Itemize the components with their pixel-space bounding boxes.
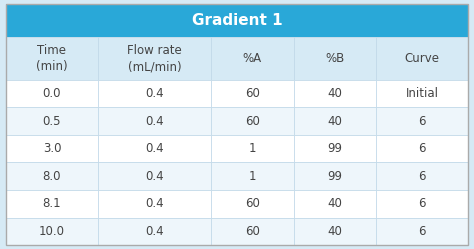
Bar [211, 107, 293, 135]
Bar [211, 37, 293, 80]
Text: 0.4: 0.4 [146, 87, 164, 100]
Bar [6, 107, 98, 135]
Text: %A: %A [243, 52, 262, 65]
Text: 10.0: 10.0 [39, 225, 65, 238]
Text: 6: 6 [418, 197, 426, 210]
Bar [293, 135, 376, 163]
Text: 99: 99 [327, 142, 342, 155]
Text: 99: 99 [327, 170, 342, 183]
Bar [98, 80, 211, 107]
Bar [293, 190, 376, 218]
Text: 0.4: 0.4 [146, 197, 164, 210]
Text: 8.1: 8.1 [43, 197, 61, 210]
Bar [211, 163, 293, 190]
Text: 0.4: 0.4 [146, 225, 164, 238]
Bar [98, 163, 211, 190]
Text: 60: 60 [245, 225, 260, 238]
Bar [376, 37, 468, 80]
Text: 0.4: 0.4 [146, 115, 164, 127]
Bar [293, 163, 376, 190]
Bar [211, 135, 293, 163]
Text: 0.5: 0.5 [43, 115, 61, 127]
Bar [293, 37, 376, 80]
Text: %B: %B [325, 52, 344, 65]
Bar [98, 107, 211, 135]
Bar [98, 190, 211, 218]
Bar [376, 135, 468, 163]
Text: 0.4: 0.4 [146, 142, 164, 155]
Bar [376, 163, 468, 190]
Text: 40: 40 [327, 87, 342, 100]
Text: 8.0: 8.0 [43, 170, 61, 183]
Bar [98, 218, 211, 245]
Text: 60: 60 [245, 87, 260, 100]
Bar [376, 107, 468, 135]
Bar [98, 37, 211, 80]
Bar [6, 80, 98, 107]
Text: 0.4: 0.4 [146, 170, 164, 183]
Bar [211, 80, 293, 107]
Text: 1: 1 [249, 170, 256, 183]
Text: 1: 1 [249, 142, 256, 155]
Text: 0.0: 0.0 [43, 87, 61, 100]
Bar [376, 218, 468, 245]
Text: Curve: Curve [404, 52, 439, 65]
Bar [293, 80, 376, 107]
Text: Gradient 1: Gradient 1 [191, 13, 283, 28]
Bar [211, 218, 293, 245]
Text: 40: 40 [327, 197, 342, 210]
Text: 6: 6 [418, 115, 426, 127]
Bar [6, 163, 98, 190]
Text: 6: 6 [418, 170, 426, 183]
Bar [6, 135, 98, 163]
Text: Flow rate
(mL/min): Flow rate (mL/min) [128, 44, 182, 73]
Bar [211, 190, 293, 218]
Bar [98, 135, 211, 163]
Text: 60: 60 [245, 115, 260, 127]
Text: 6: 6 [418, 225, 426, 238]
Text: Time
(min): Time (min) [36, 44, 68, 73]
Text: 60: 60 [245, 197, 260, 210]
Bar [376, 190, 468, 218]
Text: 40: 40 [327, 225, 342, 238]
Bar [293, 107, 376, 135]
Bar [6, 37, 98, 80]
Bar [6, 218, 98, 245]
Bar [6, 4, 468, 37]
Bar [6, 190, 98, 218]
Text: 40: 40 [327, 115, 342, 127]
Text: 6: 6 [418, 142, 426, 155]
Text: Initial: Initial [406, 87, 438, 100]
Text: 3.0: 3.0 [43, 142, 61, 155]
Bar [376, 80, 468, 107]
Bar [293, 218, 376, 245]
